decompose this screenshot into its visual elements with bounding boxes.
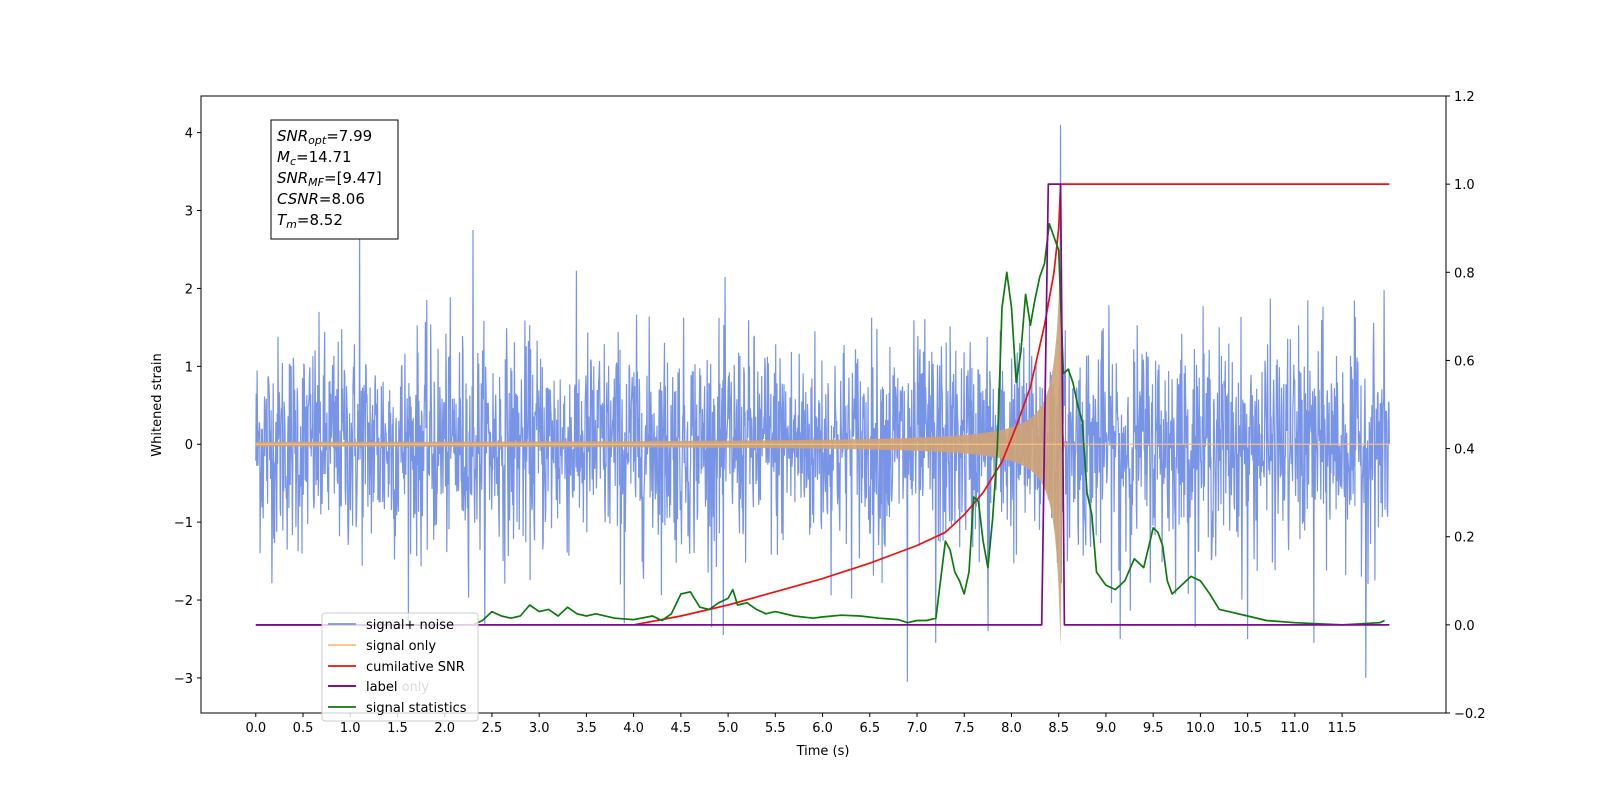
- annotation-symbol: CSNR: [277, 190, 319, 208]
- y2-axis-ticks: −0.2 0.0 0.2 0.4 0.6 0.8 1.0 1.2: [1446, 90, 1486, 722]
- x-tick-label: 9.0: [1096, 721, 1117, 736]
- x-tick-label: 3.0: [529, 721, 550, 736]
- annotation-subscript: opt: [308, 134, 327, 147]
- y2-tick-label: 0.2: [1454, 531, 1475, 546]
- y-tick-label: 0: [185, 438, 193, 453]
- parameter-annotation-box: SNRopt=7.99Mc=14.71SNRMF=[9.47]CSNR=8.06…: [270, 119, 399, 240]
- x-tick-label: 4.0: [623, 721, 644, 736]
- legend-label: signal+ noise: [366, 618, 454, 633]
- annotation-value: =14.71: [296, 148, 352, 166]
- legend-label: label: [366, 680, 397, 695]
- legend-frame: [321, 612, 479, 722]
- y-axis-label: Whitened strain: [150, 353, 165, 456]
- x-tick-label: 11.0: [1280, 721, 1309, 736]
- y-tick-label: −3: [174, 672, 193, 687]
- legend-label: signal statistics: [366, 701, 467, 716]
- x-tick-label: 2.5: [482, 721, 503, 736]
- cumulative-snr-line: [633, 183, 1390, 626]
- x-tick-label: 1.0: [340, 721, 361, 736]
- legend-label: cumilative SNR: [366, 660, 465, 675]
- annotation-value: =8.52: [297, 211, 343, 229]
- y-tick-label: −1: [174, 516, 193, 531]
- annotation-symbol: T: [277, 211, 288, 229]
- y2-tick-label: 0.0: [1454, 619, 1475, 634]
- y-tick-label: 2: [185, 282, 193, 297]
- annotation-symbol: SNR: [277, 169, 308, 187]
- annotation-subscript: m: [286, 218, 297, 231]
- annotation-line: CSNR=8.06: [277, 190, 365, 208]
- x-tick-label: 7.5: [954, 721, 975, 736]
- y2-tick-label: 1.2: [1454, 90, 1475, 105]
- legend-label: signal only: [366, 639, 436, 654]
- axes-frame: [200, 95, 1447, 714]
- label-line: [255, 183, 1390, 626]
- legend: signal+ noise signal only cumilative SNR la…: [321, 612, 479, 722]
- x-tick-label: 6.5: [859, 721, 880, 736]
- annotation-value: =8.06: [319, 190, 365, 208]
- annotation-subscript: MF: [308, 176, 324, 189]
- x-tick-label: 10.0: [1186, 721, 1215, 736]
- x-tick-label: 4.5: [671, 721, 692, 736]
- y-tick-label: 1: [185, 360, 193, 375]
- y-tick-label: −2: [174, 594, 193, 609]
- y2-tick-label: 0.6: [1454, 354, 1475, 369]
- annotation-line: Tm=8.52: [277, 211, 343, 231]
- x-axis-label: Time (s): [796, 744, 850, 759]
- annotation-line: SNRopt=7.99: [277, 127, 372, 147]
- x-axis-ticks: 0.0 0.5 1.0 1.5 2.0 2.5 3.0 3.5 4.0 4.5 5.0 5.5 6.0 6…: [245, 713, 1357, 736]
- y-tick-label: 4: [185, 127, 193, 142]
- annotation-line: SNRMF=[9.47]: [277, 169, 382, 189]
- signal-noise-line: [255, 124, 1390, 682]
- y2-tick-label: −0.2: [1454, 707, 1486, 722]
- y-tick-label: 3: [185, 205, 193, 220]
- annotation-line: Mc=14.71: [277, 148, 352, 168]
- annotation-subscript: c: [290, 155, 296, 168]
- x-tick-label: 11.5: [1328, 721, 1357, 736]
- x-tick-label: 8.0: [1001, 721, 1022, 736]
- y2-tick-label: 1.0: [1454, 178, 1475, 193]
- plot-area: [255, 124, 1390, 682]
- annotation-symbol: M: [277, 148, 290, 166]
- legend-label: label only: [366, 680, 429, 695]
- annotation-value: =7.99: [326, 127, 372, 145]
- signal-statistics-line: [255, 222, 1385, 626]
- x-tick-label: 0.5: [293, 721, 314, 736]
- annotation-symbol: SNR: [277, 127, 308, 145]
- x-tick-label: 10.5: [1233, 721, 1262, 736]
- x-tick-label: 7.0: [907, 721, 928, 736]
- x-tick-label: 1.5: [387, 721, 408, 736]
- x-tick-label: 2.0: [434, 721, 455, 736]
- y2-tick-label: 0.4: [1454, 443, 1475, 458]
- y2-tick-label: 0.8: [1454, 266, 1475, 281]
- x-tick-label: 6.0: [812, 721, 833, 736]
- x-tick-label: 5.0: [718, 721, 739, 736]
- x-tick-label: 8.5: [1048, 721, 1069, 736]
- y-axis-ticks: −3 −2 −1 0 1 2 3 4: [174, 127, 201, 687]
- annotation-frame: [270, 119, 399, 240]
- x-tick-label: 0.0: [245, 721, 266, 736]
- x-tick-label: 9.5: [1143, 721, 1164, 736]
- x-tick-label: 5.5: [765, 721, 786, 736]
- annotation-value: =[9.47]: [324, 169, 382, 187]
- x-tick-label: 3.5: [576, 721, 597, 736]
